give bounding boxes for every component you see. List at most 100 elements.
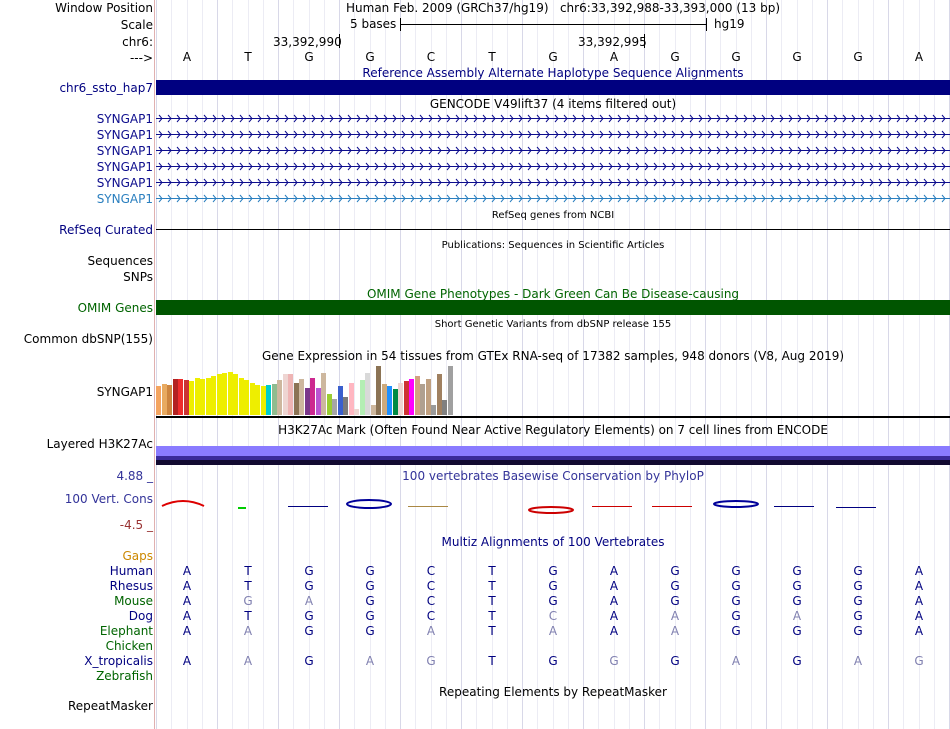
gtex-tissue-bar[interactable] — [442, 400, 447, 415]
gtex-tissue-bar[interactable] — [371, 405, 376, 415]
gencode-transcript-label[interactable]: SYNGAP1 — [96, 176, 153, 190]
gtex-tissue-bar[interactable] — [162, 384, 167, 415]
gtex-tissue-bar[interactable] — [272, 384, 277, 415]
gencode-transcript-label[interactable]: SYNGAP1 — [96, 144, 153, 158]
gtex-tissue-bar[interactable] — [327, 394, 332, 415]
gtex-tissue-bar[interactable] — [426, 379, 431, 415]
gtex-tissue-bar[interactable] — [195, 378, 200, 415]
gencode-transcript-label[interactable]: SYNGAP1 — [96, 192, 153, 206]
gtex-tissue-bar[interactable] — [156, 386, 161, 415]
omim-label[interactable]: OMIM Genes — [77, 301, 153, 315]
gtex-tissue-bar[interactable] — [217, 374, 222, 415]
dbsnp-label[interactable]: Common dbSNP(155) — [23, 332, 153, 346]
gtex-tissue-bar[interactable] — [266, 385, 271, 415]
gtex-tissue-bar[interactable] — [294, 383, 299, 415]
alt-haplotype-title[interactable]: Reference Assembly Alternate Haplotype S… — [362, 66, 744, 80]
gtex-tissue-bar[interactable] — [431, 405, 436, 415]
gtex-tissue-bar[interactable] — [173, 379, 178, 415]
gtex-tissue-bar[interactable] — [222, 373, 227, 415]
gtex-tissue-bar[interactable] — [305, 388, 310, 415]
gencode-transcript-label[interactable]: SYNGAP1 — [96, 128, 153, 142]
alt-haplotype-label[interactable]: chr6_ssto_hap7 — [59, 81, 153, 95]
gtex-bar-chart[interactable] — [156, 363, 556, 415]
refseq-title[interactable]: RefSeq genes from NCBI — [491, 210, 615, 221]
species-label[interactable]: Chicken — [105, 639, 153, 653]
gencode-transcript-line[interactable] — [156, 150, 950, 151]
gencode-title[interactable]: GENCODE V49lift37 (4 items filtered out) — [429, 97, 677, 111]
gtex-tissue-bar[interactable] — [178, 379, 183, 415]
gtex-tissue-bar[interactable] — [376, 366, 381, 415]
omim-title[interactable]: OMIM Gene Phenotypes - Dark Green Can Be… — [366, 287, 740, 301]
publications-title[interactable]: Publications: Sequences in Scientific Ar… — [441, 240, 665, 251]
gencode-transcript-line[interactable] — [156, 166, 950, 167]
species-label[interactable]: Rhesus — [109, 579, 153, 593]
species-label[interactable]: X_tropicalis — [84, 654, 153, 668]
multiz-title[interactable]: Multiz Alignments of 100 Vertebrates — [441, 535, 665, 549]
phylop-label[interactable]: 100 Vert. Cons — [64, 492, 153, 506]
publications-sequences-label[interactable]: Sequences — [87, 254, 153, 268]
gtex-tissue-bar[interactable] — [299, 379, 304, 415]
gtex-tissue-bar[interactable] — [393, 389, 398, 415]
gtex-tissue-bar[interactable] — [343, 397, 348, 415]
species-label[interactable]: Elephant — [99, 624, 153, 638]
gtex-tissue-bar[interactable] — [255, 385, 260, 415]
gencode-transcript-line[interactable] — [156, 198, 950, 199]
gtex-tissue-bar[interactable] — [338, 386, 343, 415]
phylop-wiggle[interactable] — [156, 496, 950, 518]
gtex-tissue-bar[interactable] — [321, 373, 326, 415]
gencode-transcript-line[interactable] — [156, 118, 950, 119]
gtex-tissue-bar[interactable] — [437, 374, 442, 415]
gtex-tissue-bar[interactable] — [398, 383, 403, 415]
gtex-tissue-bar[interactable] — [404, 381, 409, 415]
refseq-label[interactable]: RefSeq Curated — [59, 223, 153, 237]
gtex-tissue-bar[interactable] — [283, 374, 288, 415]
gtex-tissue-bar[interactable] — [349, 383, 354, 415]
rmsk-label[interactable]: RepeatMasker — [67, 699, 153, 713]
multiz-gaps-label[interactable]: Gaps — [122, 549, 153, 563]
species-label[interactable]: Human — [109, 564, 153, 578]
gtex-title[interactable]: Gene Expression in 54 tissues from GTEx … — [261, 349, 845, 363]
gtex-tissue-bar[interactable] — [387, 386, 392, 415]
gtex-tissue-bar[interactable] — [420, 384, 425, 415]
gtex-tissue-bar[interactable] — [211, 376, 216, 415]
gtex-tissue-bar[interactable] — [167, 385, 172, 415]
h3k27ac-label[interactable]: Layered H3K27Ac — [46, 437, 153, 451]
gtex-tissue-bar[interactable] — [354, 409, 359, 415]
species-label[interactable]: Mouse — [114, 594, 153, 608]
species-label[interactable]: Dog — [128, 609, 153, 623]
h3k27ac-title[interactable]: H3K27Ac Mark (Often Found Near Active Re… — [278, 423, 828, 437]
gtex-tissue-bar[interactable] — [206, 378, 211, 415]
dbsnp-title[interactable]: Short Genetic Variants from dbSNP releas… — [434, 319, 672, 330]
gtex-tissue-bar[interactable] — [360, 380, 365, 415]
phylop-title[interactable]: 100 vertebrates Basewise Conservation by… — [402, 469, 704, 483]
gtex-tissue-bar[interactable] — [415, 376, 420, 415]
gencode-transcript-label[interactable]: SYNGAP1 — [96, 112, 153, 126]
gtex-tissue-bar[interactable] — [365, 373, 370, 415]
rmsk-title[interactable]: Repeating Elements by RepeatMasker — [439, 685, 667, 699]
gtex-tissue-bar[interactable] — [233, 374, 238, 415]
gtex-tissue-bar[interactable] — [277, 380, 282, 415]
gtex-tissue-bar[interactable] — [261, 386, 266, 415]
gtex-tissue-bar[interactable] — [228, 372, 233, 415]
gtex-tissue-bar[interactable] — [189, 381, 194, 415]
h3k27ac-layer-top[interactable] — [156, 446, 950, 456]
gencode-transcript-label[interactable]: SYNGAP1 — [96, 160, 153, 174]
alt-haplotype-bar[interactable] — [156, 80, 950, 95]
gtex-tissue-bar[interactable] — [409, 379, 414, 415]
publications-snps-label[interactable]: SNPs — [123, 270, 153, 284]
gtex-tissue-bar[interactable] — [316, 388, 321, 415]
gtex-tissue-bar[interactable] — [250, 383, 255, 415]
gtex-tissue-bar[interactable] — [448, 366, 453, 415]
gtex-label[interactable]: SYNGAP1 — [96, 385, 153, 399]
gtex-tissue-bar[interactable] — [239, 378, 244, 415]
refseq-line[interactable] — [156, 229, 950, 230]
gtex-tissue-bar[interactable] — [244, 380, 249, 415]
gtex-tissue-bar[interactable] — [332, 399, 337, 415]
gtex-tissue-bar[interactable] — [288, 374, 293, 415]
gencode-transcript-line[interactable] — [156, 134, 950, 135]
species-label[interactable]: Zebrafish — [96, 669, 153, 683]
gtex-tissue-bar[interactable] — [184, 380, 189, 415]
omim-bar[interactable] — [156, 300, 950, 315]
gtex-tissue-bar[interactable] — [382, 384, 387, 415]
gtex-tissue-bar[interactable] — [200, 379, 205, 415]
